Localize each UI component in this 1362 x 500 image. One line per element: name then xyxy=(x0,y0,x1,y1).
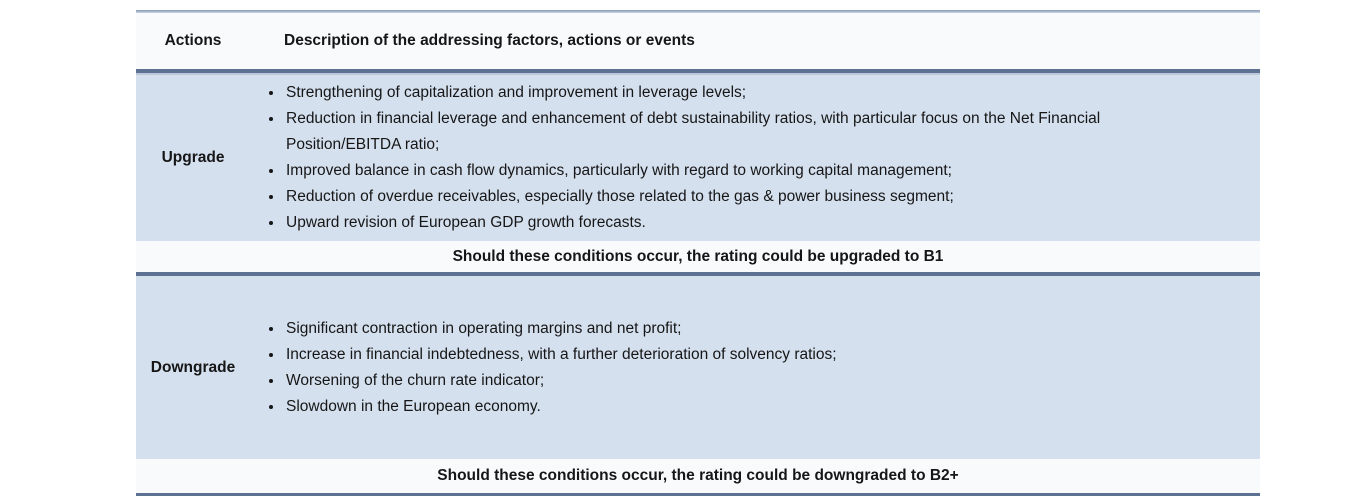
downgrade-description-cell: Significant contraction in operating mar… xyxy=(250,276,1260,459)
upgrade-action-label: Upgrade xyxy=(161,149,225,166)
downgrade-outcome-text: Should these conditions occur, the ratin… xyxy=(437,467,959,484)
upgrade-description-cell: Strengthening of capitalization and impr… xyxy=(250,75,1260,241)
bullet-item: Worsening of the churn rate indicator; xyxy=(284,368,837,394)
bullet-item: Increase in financial indebtedness, with… xyxy=(284,342,837,368)
upgrade-row: Upgrade Strengthening of capitalization … xyxy=(136,73,1260,241)
bullet-item: Slowdown in the European economy. xyxy=(284,394,837,420)
bullet-item: Reduction of overdue receivables, especi… xyxy=(284,184,1129,210)
bullet-item: Reduction in financial leverage and enha… xyxy=(284,106,1129,158)
downgrade-outcome-row: Should these conditions occur, the ratin… xyxy=(136,459,1260,496)
downgrade-row: Downgrade Significant contraction in ope… xyxy=(136,276,1260,459)
table-header-row: Actions Description of the addressing fa… xyxy=(136,13,1260,73)
bullet-item: Upward revision of European GDP growth f… xyxy=(284,210,1129,236)
upgrade-outcome-text: Should these conditions occur, the ratin… xyxy=(452,248,944,265)
bullet-item: Strengthening of capitalization and impr… xyxy=(284,80,1129,106)
downgrade-bullet-list: Significant contraction in operating mar… xyxy=(250,316,837,420)
bullet-item: Improved balance in cash flow dynamics, … xyxy=(284,158,1129,184)
upgrade-bullet-list: Strengthening of capitalization and impr… xyxy=(250,80,1129,236)
upgrade-outcome-row: Should these conditions occur, the ratin… xyxy=(136,241,1260,276)
column-header-actions: Actions xyxy=(164,32,222,49)
bullet-item: Significant contraction in operating mar… xyxy=(284,316,837,342)
table-top-border xyxy=(136,10,1260,13)
downgrade-action-label: Downgrade xyxy=(150,358,236,376)
rating-sensitivity-table: Actions Description of the addressing fa… xyxy=(136,10,1260,496)
column-header-description: Description of the addressing factors, a… xyxy=(284,32,695,49)
